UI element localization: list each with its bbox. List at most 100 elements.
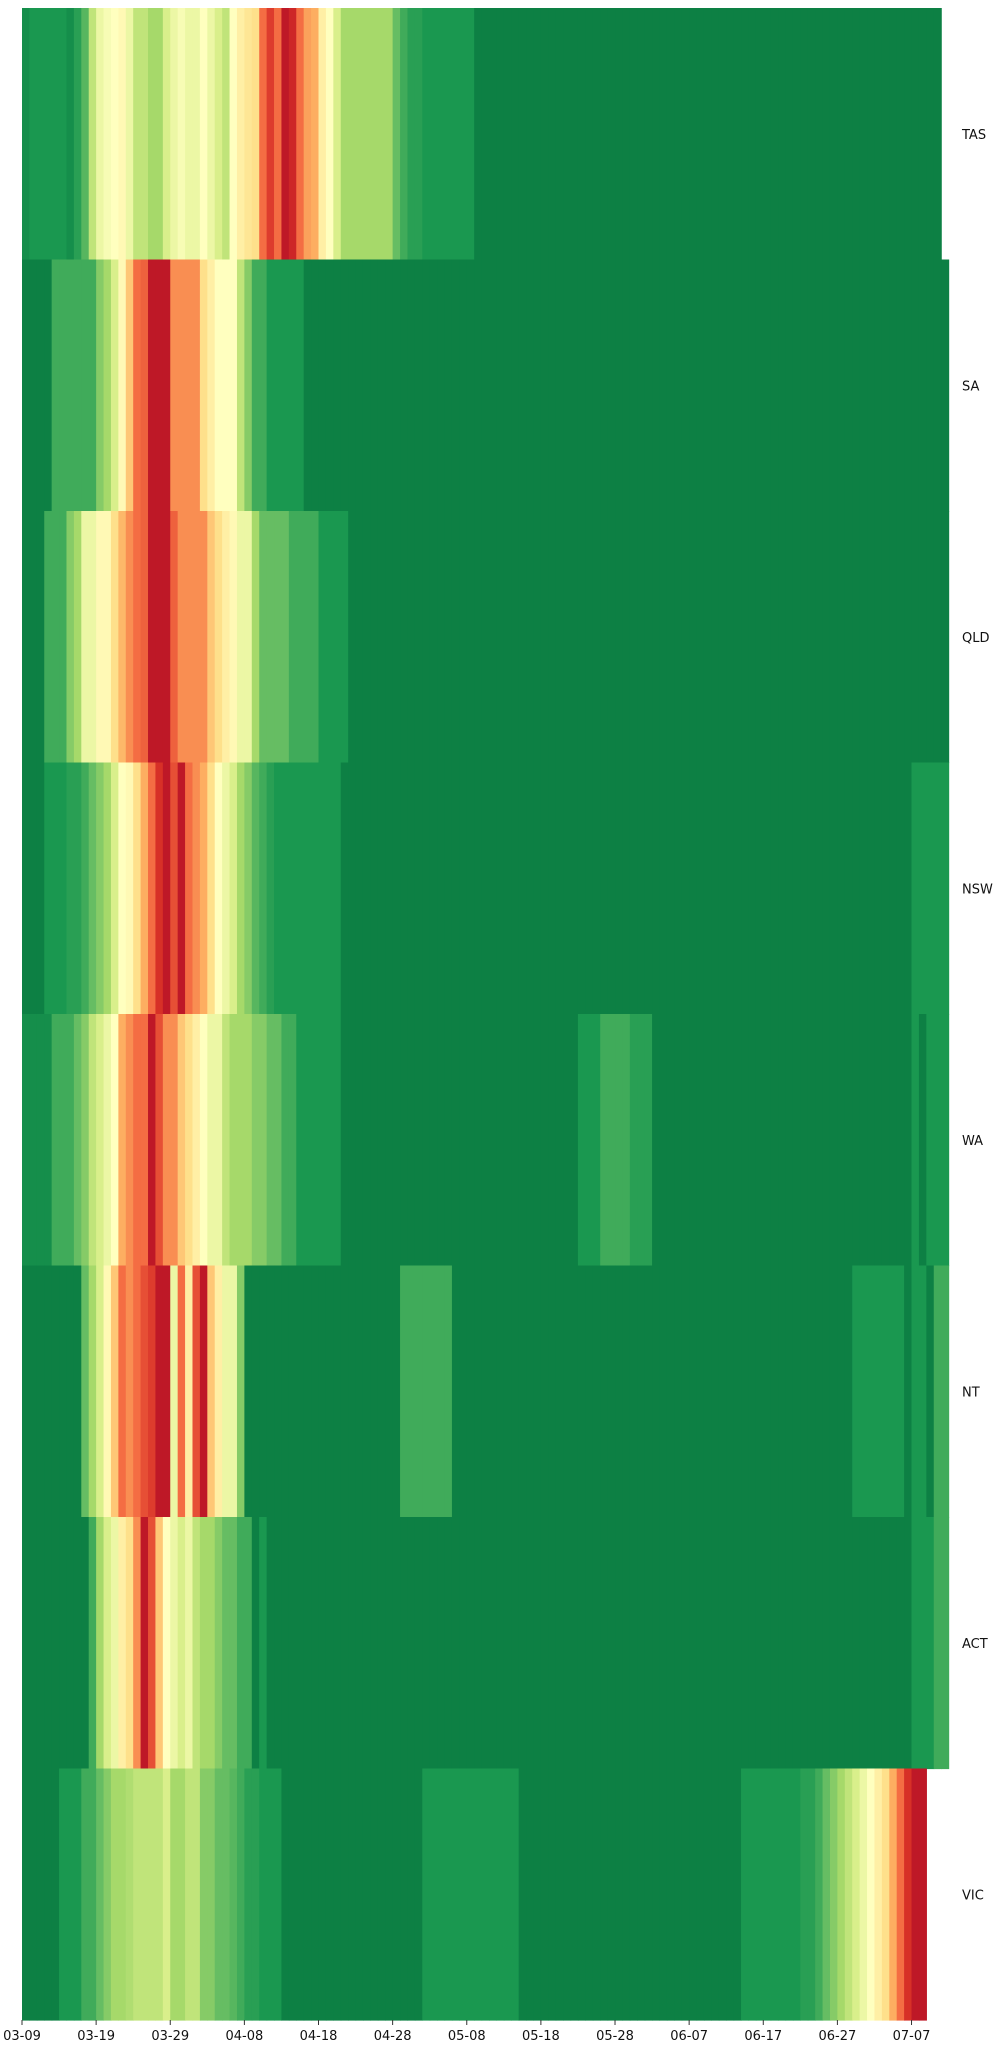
heatmap-cell-sa-06-02 bbox=[652, 259, 661, 512]
x-axis-ticks: 03-09 03-19 03-29 04-08 04-18 04-28 05-08 05-18… bbox=[3, 2020, 930, 2044]
heatmap-cell-wa-06-10 bbox=[711, 1014, 720, 1267]
heatmap-cell-wa-04-13 bbox=[281, 1014, 290, 1267]
heatmap-cell-sa-06-06 bbox=[681, 259, 690, 512]
heatmap-cell-wa-04-18 bbox=[318, 1014, 327, 1267]
heatmap-cell-wa-05-13 bbox=[503, 1014, 512, 1267]
heatmap-cell-nsw-04-22 bbox=[348, 762, 357, 1015]
heatmap-cell-tas-05-16 bbox=[526, 8, 535, 261]
heatmap-cell-nsw-06-03 bbox=[659, 762, 668, 1015]
heatmap-cell-nt-05-11 bbox=[489, 1265, 498, 1518]
heatmap-cell-act-05-05 bbox=[444, 1517, 453, 1770]
heatmap-cell-wa-03-30 bbox=[177, 1014, 186, 1267]
heatmap-cell-wa-04-06 bbox=[229, 1014, 238, 1267]
heatmap-cell-qld-05-30 bbox=[629, 511, 638, 764]
heatmap-cell-sa-05-12 bbox=[496, 259, 505, 512]
heatmap-cell-qld-04-11 bbox=[266, 511, 275, 764]
heatmap-cell-wa-05-22 bbox=[570, 1014, 579, 1267]
heatmap-cell-act-04-10 bbox=[259, 1517, 268, 1770]
heatmap-cell-vic-03-21 bbox=[110, 1768, 119, 2021]
heatmap-cell-qld-07-06 bbox=[904, 511, 913, 764]
heatmap-cell-sa-04-24 bbox=[362, 259, 371, 512]
heatmap-cell-qld-06-07 bbox=[689, 511, 698, 764]
heatmap-cell-qld-06-01 bbox=[644, 511, 653, 764]
heatmap-cell-nsw-06-02 bbox=[652, 762, 661, 1015]
heatmap-cell-sa-04-17 bbox=[311, 259, 320, 512]
heatmap-cell-vic-06-19 bbox=[778, 1768, 787, 2021]
row-label-qld: QLD bbox=[962, 631, 990, 646]
heatmap-cell-sa-06-23 bbox=[807, 259, 816, 512]
heatmap-cell-vic-06-11 bbox=[718, 1768, 727, 2021]
heatmap-cell-vic-07-06 bbox=[904, 1768, 913, 2021]
heatmap-cell-nsw-07-11 bbox=[941, 762, 950, 1015]
heatmap-cell-act-04-06 bbox=[229, 1517, 238, 1770]
heatmap-cell-act-04-05 bbox=[222, 1517, 231, 1770]
heatmap-cell-nt-03-30 bbox=[177, 1265, 186, 1518]
heatmap-cell-nsw-07-09 bbox=[926, 762, 935, 1015]
heatmap-cell-sa-04-21 bbox=[340, 259, 349, 512]
heatmap-cell-qld-04-13 bbox=[281, 511, 290, 764]
heatmap-cell-vic-05-28 bbox=[615, 1768, 624, 2021]
heatmap-cell-sa-07-01 bbox=[867, 259, 876, 512]
heatmap-cell-wa-06-24 bbox=[815, 1014, 824, 1267]
heatmap-cell-sa-05-09 bbox=[474, 259, 483, 512]
heatmap-cell-act-06-19 bbox=[778, 1517, 787, 1770]
heatmap-cell-act-05-21 bbox=[563, 1517, 572, 1770]
heatmap-cell-sa-04-01 bbox=[192, 259, 201, 512]
heatmap-cell-wa-04-16 bbox=[303, 1014, 312, 1267]
heatmap-cell-vic-04-24 bbox=[362, 1768, 371, 2021]
heatmap-cell-sa-03-17 bbox=[81, 259, 90, 512]
heatmap-cell-qld-04-19 bbox=[325, 511, 334, 764]
heatmap-cell-nsw-06-04 bbox=[666, 762, 675, 1015]
heatmap-cell-act-06-07 bbox=[689, 1517, 698, 1770]
heatmap-cell-act-06-27 bbox=[837, 1517, 846, 1770]
heatmap-cell-act-04-21 bbox=[340, 1517, 349, 1770]
heatmap-cell-sa-06-15 bbox=[748, 259, 757, 512]
heatmap-cell-qld-05-19 bbox=[548, 511, 557, 764]
heatmap-cell-act-05-29 bbox=[622, 1517, 631, 1770]
heatmap-cell-tas-07-01 bbox=[867, 8, 876, 261]
heatmap-cell-act-03-09 bbox=[22, 1517, 31, 1770]
heatmap-cell-sa-05-22 bbox=[570, 259, 579, 512]
heatmap-cell-sa-07-11 bbox=[941, 259, 950, 512]
heatmap-cell-vic-04-16 bbox=[303, 1768, 312, 2021]
x-tick-label-06-27: 06-27 bbox=[819, 2029, 857, 2044]
heatmap-cell-sa-05-26 bbox=[600, 259, 609, 512]
heatmap-cell-act-04-22 bbox=[348, 1517, 357, 1770]
heatmap-cell-nt-03-09 bbox=[22, 1265, 31, 1518]
heatmap-cell-tas-07-08 bbox=[918, 8, 927, 261]
heatmap-cell-sa-04-29 bbox=[400, 259, 409, 512]
heatmap-cell-nsw-04-15 bbox=[296, 762, 305, 1015]
heatmap-cell-wa-07-09 bbox=[926, 1014, 935, 1267]
heatmap-cell-tas-04-15 bbox=[296, 8, 305, 261]
heatmap-cell-sa-04-25 bbox=[370, 259, 379, 512]
heatmap-cell-nsw-06-17 bbox=[763, 762, 772, 1015]
heatmap-cell-wa-06-19 bbox=[778, 1014, 787, 1267]
heatmap-cell-nsw-04-02 bbox=[199, 762, 208, 1015]
heatmap-cell-sa-05-15 bbox=[518, 259, 527, 512]
heatmap-cell-nt-03-27 bbox=[155, 1265, 164, 1518]
heatmap-cell-vic-05-22 bbox=[570, 1768, 579, 2021]
heatmap-cell-wa-03-21 bbox=[110, 1014, 119, 1267]
heatmap-cell-nsw-03-22 bbox=[118, 762, 127, 1015]
heatmap-cell-qld-06-16 bbox=[755, 511, 764, 764]
heatmap-cell-tas-05-07 bbox=[459, 8, 468, 261]
heatmap-cell-vic-06-24 bbox=[815, 1768, 824, 2021]
heatmap-cell-nt-04-28 bbox=[392, 1265, 401, 1518]
heatmap-cell-qld-04-12 bbox=[274, 511, 283, 764]
heatmap-cell-nsw-05-31 bbox=[637, 762, 646, 1015]
heatmap-cell-act-07-06 bbox=[904, 1517, 913, 1770]
heatmap-cell-qld-04-27 bbox=[385, 511, 394, 764]
heatmap-cell-act-05-22 bbox=[570, 1517, 579, 1770]
heatmap-cell-vic-06-01 bbox=[644, 1768, 653, 2021]
x-tick-label-06-17: 06-17 bbox=[744, 2029, 782, 2044]
heatmap-cell-nt-07-11 bbox=[941, 1265, 950, 1518]
heatmap-cell-tas-03-13 bbox=[51, 8, 60, 261]
heatmap-cell-tas-05-25 bbox=[592, 8, 601, 261]
heatmap-cell-act-06-10 bbox=[711, 1517, 720, 1770]
heatmap-cell-qld-06-12 bbox=[726, 511, 735, 764]
heatmap-cell-act-05-18 bbox=[540, 1517, 549, 1770]
heatmap-cell-wa-03-20 bbox=[103, 1014, 112, 1267]
heatmap-cell-wa-03-17 bbox=[81, 1014, 90, 1267]
heatmap-cells bbox=[22, 8, 950, 2021]
heatmap-cell-nsw-05-15 bbox=[518, 762, 527, 1015]
